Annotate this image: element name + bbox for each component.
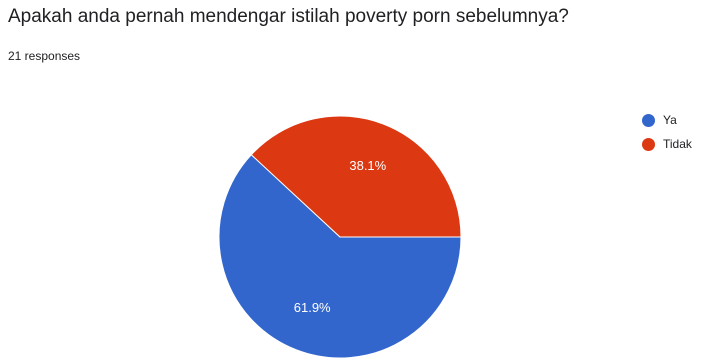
legend-item-ya[interactable]: Ya bbox=[642, 110, 692, 130]
legend-item-tidak[interactable]: Tidak bbox=[642, 134, 692, 154]
slice-label-tidak: 38.1% bbox=[349, 158, 386, 173]
response-count: 21 responses bbox=[8, 49, 81, 63]
legend-swatch-ya bbox=[642, 113, 655, 127]
chart-legend: Ya Tidak bbox=[642, 110, 692, 158]
slice-label-ya: 61.9% bbox=[294, 300, 331, 315]
pie-slice-tidak[interactable] bbox=[250, 115, 462, 238]
pie-slice-ya[interactable] bbox=[218, 154, 462, 359]
legend-label-ya: Ya bbox=[663, 113, 677, 127]
question-title: Apakah anda pernah mendengar istilah pov… bbox=[8, 6, 569, 27]
legend-swatch-tidak bbox=[642, 137, 655, 151]
legend-label-tidak: Tidak bbox=[663, 137, 692, 151]
